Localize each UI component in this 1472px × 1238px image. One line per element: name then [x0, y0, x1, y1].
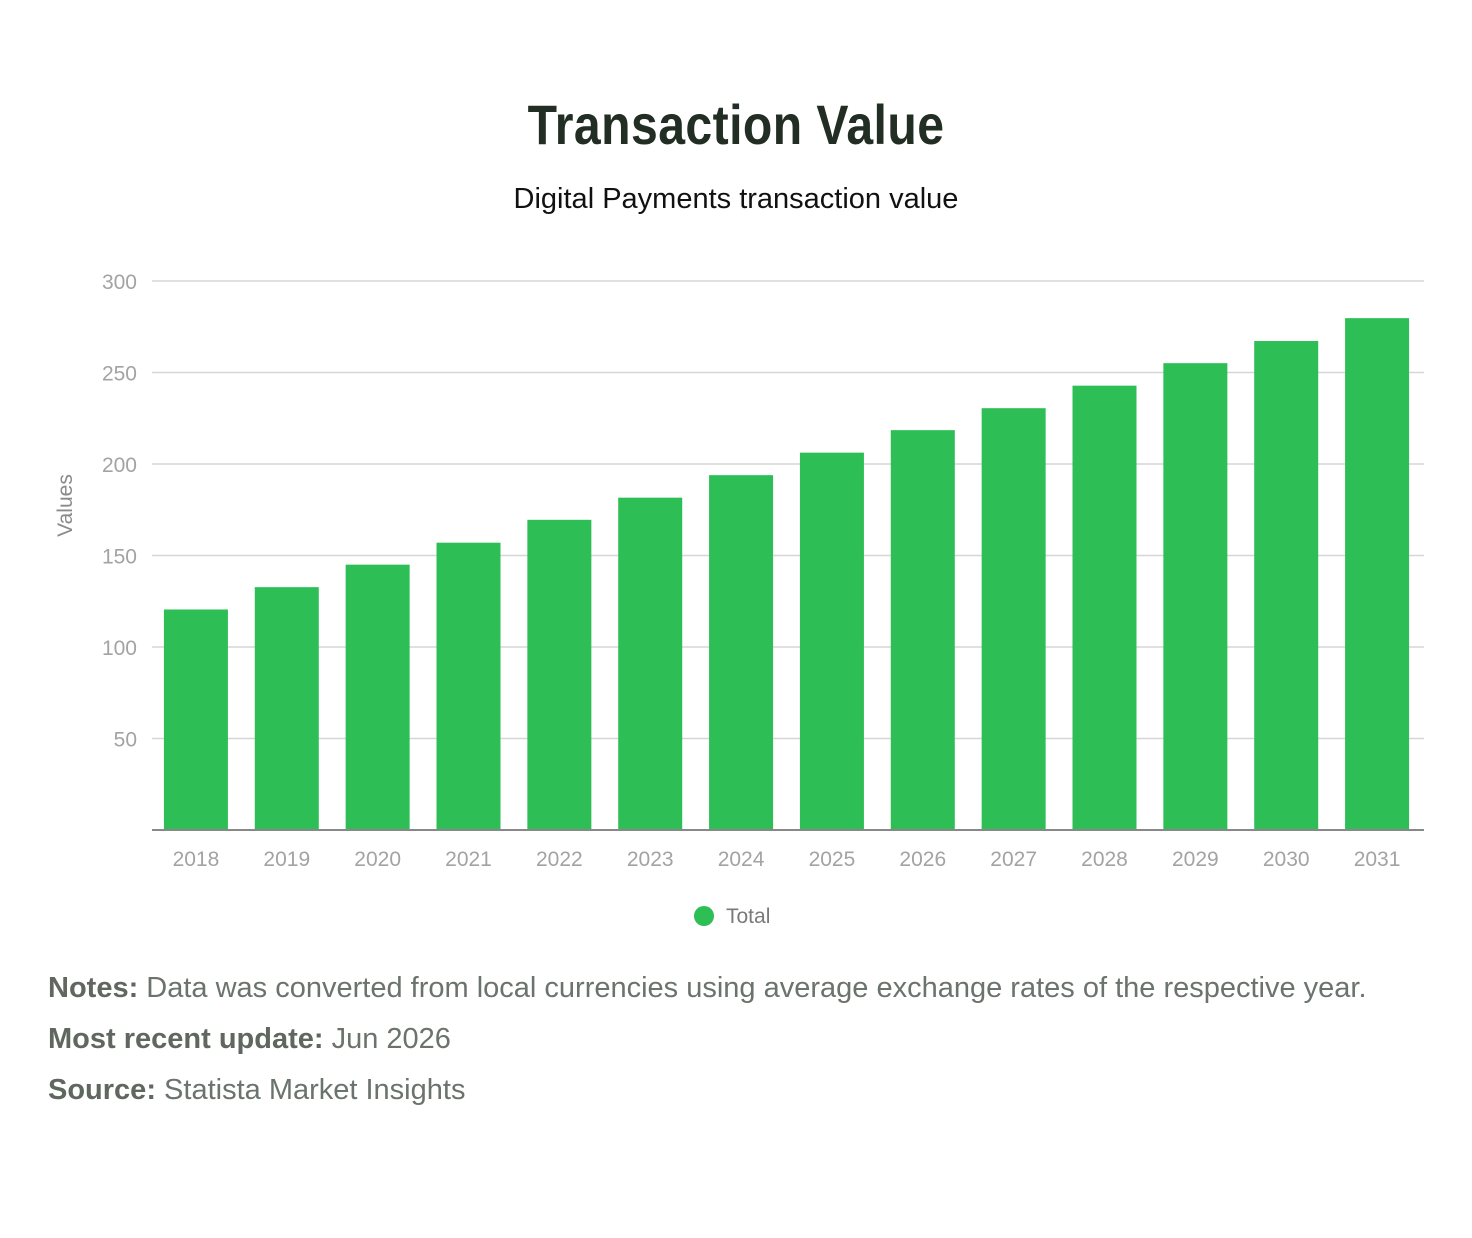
- chart-title: Transaction Value: [527, 93, 945, 156]
- x-tick-label: 2020: [354, 848, 401, 871]
- update-label: Most recent update:: [48, 1023, 324, 1055]
- x-tick-label: 2024: [718, 848, 765, 871]
- x-tick-label: 2023: [627, 848, 674, 871]
- x-tick-label: 2019: [263, 848, 310, 871]
- bar-2023: [618, 497, 683, 830]
- y-tick-label: 250: [102, 363, 137, 386]
- bar-2021: [436, 542, 501, 830]
- bar-2028: [1072, 385, 1137, 830]
- source-line: Source: Statista Market Insights: [48, 1072, 1428, 1109]
- x-tick-label: 2028: [1081, 848, 1128, 871]
- bar-2030: [1254, 341, 1319, 830]
- bar-2018: [163, 609, 228, 830]
- bar-2020: [345, 564, 410, 830]
- y-tick-label: 300: [102, 271, 137, 294]
- y-tick-label: 100: [102, 637, 137, 660]
- bar-chart: 50 100 150 200 250 300 Values 2018 2019 2020 2021 2…: [54, 271, 1424, 928]
- x-tick-label: 2026: [899, 848, 946, 871]
- bar-2025: [799, 452, 864, 830]
- x-tick-label: 2031: [1354, 848, 1401, 871]
- bar-2029: [1163, 363, 1228, 830]
- chart-subtitle: Digital Payments transaction value: [513, 183, 959, 215]
- bar-2024: [709, 475, 774, 830]
- bar-2027: [981, 408, 1046, 830]
- x-tick-label: 2021: [445, 848, 492, 871]
- bar-2019: [254, 587, 319, 830]
- y-tick-label: 200: [102, 454, 137, 477]
- legend-label-total: Total: [726, 905, 770, 928]
- x-tick-label: 2027: [990, 848, 1037, 871]
- chart-footer: Notes: Data was converted from local cur…: [48, 970, 1428, 1123]
- notes-label: Notes:: [48, 972, 139, 1004]
- x-tick-label: 2030: [1263, 848, 1310, 871]
- notes-text: Data was converted from local currencies…: [138, 972, 1367, 1004]
- x-tick-label: 2029: [1172, 848, 1219, 871]
- update-line: Most recent update: Jun 2026: [48, 1021, 1428, 1058]
- notes-line: Notes: Data was converted from local cur…: [48, 970, 1428, 1007]
- x-tick-label: 2025: [809, 848, 856, 871]
- bar-2031: [1345, 318, 1410, 830]
- legend-marker-total: [694, 906, 714, 926]
- bar-2022: [527, 519, 592, 830]
- source-label: Source:: [48, 1074, 156, 1106]
- x-tick-label: 2018: [173, 848, 220, 871]
- bar-2026: [890, 430, 955, 830]
- y-tick-label: 50: [114, 729, 137, 752]
- update-text: Jun 2026: [323, 1023, 451, 1055]
- source-text: Statista Market Insights: [155, 1074, 466, 1106]
- y-tick-label: 150: [102, 546, 137, 569]
- x-tick-label: 2022: [536, 848, 583, 871]
- y-axis-label: Values: [54, 474, 77, 537]
